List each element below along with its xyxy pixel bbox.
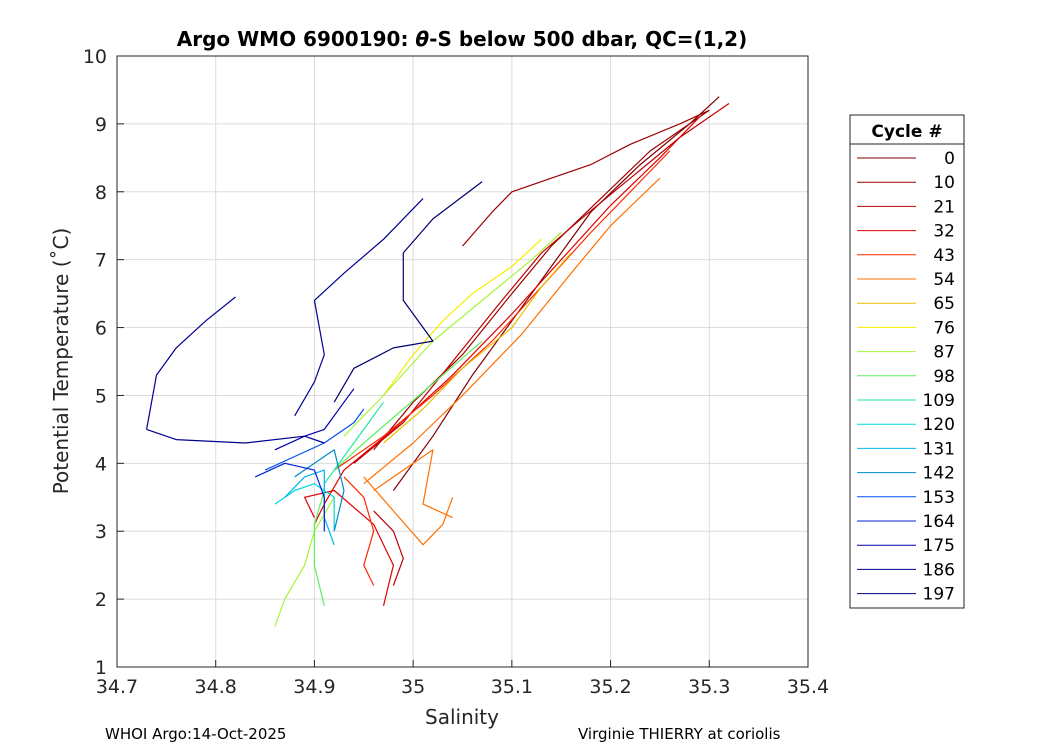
series-line-cycle-186c bbox=[294, 198, 424, 417]
y-tick-label: 7 bbox=[95, 250, 107, 272]
legend-entry-label: 109 bbox=[923, 391, 955, 411]
legend-entry-label: 120 bbox=[923, 415, 955, 435]
legend-entry-label: 87 bbox=[933, 343, 955, 363]
series-line-cycle-32 bbox=[313, 116, 700, 525]
legend-entry-label: 0 bbox=[944, 149, 955, 169]
x-axis-label: Salinity bbox=[425, 705, 499, 729]
series-line-cycle-54c bbox=[373, 449, 453, 519]
x-tick-label: 35 bbox=[401, 676, 425, 698]
series-line-cycle-175 bbox=[274, 388, 355, 451]
title-suffix: -S below 500 dbar, QC=(1,2) bbox=[429, 27, 747, 51]
y-tick-label: 5 bbox=[95, 385, 107, 407]
series-line-cycle-76 bbox=[383, 238, 542, 396]
y-tick-label: 9 bbox=[95, 114, 107, 136]
series-line-cycle-21b bbox=[373, 510, 404, 586]
series-line-cycle-142 bbox=[294, 449, 345, 532]
legend-entry-label: 164 bbox=[923, 512, 955, 532]
legend-entry-label: 76 bbox=[933, 318, 955, 338]
series-line-cycle-186b bbox=[146, 428, 325, 444]
series-line-cycle-10b bbox=[462, 109, 710, 247]
series-line-cycle-43b bbox=[343, 476, 375, 586]
series-line-cycle-65 bbox=[383, 252, 572, 444]
series-line-cycle-98b bbox=[313, 490, 325, 607]
legend-entry-label: 10 bbox=[933, 173, 955, 193]
footer-date: WHOI Argo:14-Oct-2025 bbox=[105, 725, 287, 743]
x-tick-label: 34.7 bbox=[96, 676, 138, 698]
legend-title: Cycle # bbox=[871, 122, 942, 142]
series-line-cycle-54b bbox=[363, 476, 454, 546]
series-line-cycle-98 bbox=[333, 340, 483, 471]
series-line-cycle-120 bbox=[274, 483, 335, 532]
x-tick-label: 35.4 bbox=[787, 676, 829, 698]
legend-entry-label: 43 bbox=[933, 246, 955, 266]
legend-entry-label: 197 bbox=[923, 585, 955, 605]
y-tick-label: 1 bbox=[95, 657, 107, 679]
y-axis-ticks: 1 2 3 4 5 6 7 8 9 10 bbox=[83, 46, 124, 679]
legend-entry-label: 21 bbox=[933, 197, 955, 217]
x-tick-label: 35.3 bbox=[688, 676, 730, 698]
legend: Cycle # 0 10 21 32 43 54 65 76 87 98 109 120 131 142 1… bbox=[849, 114, 965, 609]
y-tick-label: 10 bbox=[83, 46, 107, 68]
legend-entry-label: 175 bbox=[923, 536, 955, 556]
y-tick-label: 6 bbox=[95, 318, 107, 340]
series-line-cycle-43 bbox=[333, 150, 671, 471]
x-tick-label: 34.9 bbox=[293, 676, 335, 698]
footer-credit: Virginie THIERRY at coriolis bbox=[578, 725, 781, 743]
title-prefix: Argo WMO 6900190: bbox=[177, 27, 416, 51]
y-axis-label: Potential Temperature (˚C) bbox=[49, 228, 73, 495]
plot-area bbox=[117, 56, 808, 667]
legend-entry-label: 54 bbox=[933, 270, 955, 290]
legend-entry-label: 142 bbox=[923, 464, 955, 484]
legend-entry-label: 65 bbox=[933, 294, 955, 314]
chart-title: Argo WMO 6900190: θ-S below 500 dbar, QC… bbox=[177, 27, 747, 51]
series-line-cycle-186 bbox=[146, 296, 236, 430]
legend-entry-label: 153 bbox=[923, 488, 955, 508]
series-line-cycle-164 bbox=[254, 462, 325, 532]
legend-entry-label: 32 bbox=[933, 222, 955, 242]
series-line-cycle-21 bbox=[353, 103, 730, 464]
series-line-cycle-0 bbox=[392, 96, 720, 491]
legend-entry-label: 131 bbox=[923, 439, 955, 459]
y-tick-label: 3 bbox=[95, 521, 107, 543]
series-line-cycle-32b bbox=[304, 489, 394, 607]
x-tick-label: 35.2 bbox=[589, 676, 631, 698]
series-line-cycle-87b bbox=[274, 496, 335, 627]
series-layer bbox=[146, 96, 730, 627]
legend-box bbox=[849, 114, 965, 609]
y-tick-label: 8 bbox=[95, 182, 107, 204]
series-line-cycle-109 bbox=[323, 401, 384, 485]
plot-frame bbox=[116, 55, 809, 668]
x-tick-label: 34.8 bbox=[195, 676, 237, 698]
series-line-cycle-131 bbox=[284, 469, 335, 546]
x-axis-ticks: 34.7 34.8 34.9 35 35.1 35.2 35.3 35.4 bbox=[96, 660, 829, 698]
series-line-cycle-197 bbox=[333, 181, 483, 403]
legend-entries: 0 10 21 32 43 54 65 76 87 98 109 120 131 142 153 164 175… bbox=[857, 149, 955, 605]
title-theta: θ bbox=[415, 27, 429, 51]
legend-entry-label: 186 bbox=[923, 560, 955, 580]
x-tick-label: 35.1 bbox=[491, 676, 533, 698]
legend-entry-label: 98 bbox=[933, 367, 955, 387]
y-tick-label: 2 bbox=[95, 589, 107, 611]
y-tick-label: 4 bbox=[95, 453, 107, 475]
series-line-cycle-54 bbox=[363, 177, 661, 485]
series-line-cycle-87 bbox=[343, 232, 562, 437]
